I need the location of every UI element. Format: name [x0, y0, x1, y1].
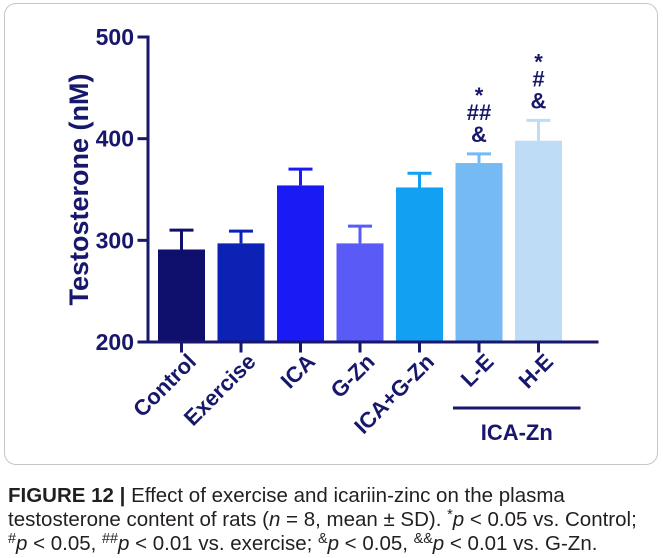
caption-text: testosterone content of rats (: [8, 508, 269, 531]
axes: Testosterone (nM): [64, 35, 599, 344]
significance-mark-l-e-2: ##: [467, 100, 491, 125]
y-tick-label-400: 400: [96, 126, 134, 152]
caption-italic-n: n: [268, 508, 281, 531]
error-bar-g-zn: [348, 224, 372, 244]
group-bracket: ICA-Zn: [453, 406, 581, 445]
bar-ica-g-zn: [396, 187, 443, 342]
y-tick-label-200: 200: [96, 329, 134, 355]
significance-mark-h-e-2: #: [532, 66, 544, 91]
bar-h-e: [515, 140, 562, 342]
caption-figure-label: FIGURE 12 |: [8, 484, 126, 507]
error-bar-exercise: [229, 229, 253, 244]
error-bar-h-e: [526, 118, 551, 141]
figure-frame: [4, 3, 658, 465]
error-bar-ica-g-zn: [407, 171, 432, 188]
error-bar-ica: [288, 167, 313, 186]
x-tick-label-l-e: L-E: [456, 349, 499, 392]
bars: [158, 140, 562, 342]
y-tick-label-500: 500: [96, 24, 134, 50]
caption-note-marker: ##: [102, 530, 119, 547]
caption-note-marker: &: [318, 530, 328, 547]
caption-italic-p: p: [432, 532, 445, 555]
caption-italic-p: p: [118, 532, 130, 555]
caption-italic-p: p: [452, 508, 465, 531]
bar-l-e: [455, 163, 503, 342]
group-label: ICA-Zn: [481, 420, 553, 445]
bar-control: [158, 249, 205, 342]
caption-note-text: < 0.05,: [338, 532, 414, 555]
y-axis-ticks: 200 300 400 500: [96, 24, 150, 355]
figure-caption: FIGURE 12 | Effect of exercise and icari…: [8, 484, 637, 556]
caption-note-text: < 0.05,: [27, 532, 103, 555]
caption-note-marker: *: [447, 506, 453, 523]
significance-mark-h-e-3: &: [531, 88, 547, 113]
caption-text: = 8, mean ± SD).: [280, 508, 448, 531]
x-tick-label-ica: ICA: [276, 349, 321, 394]
significance-mark-l-e-3: &: [471, 122, 487, 147]
error-bar-control: [169, 228, 194, 250]
significance-mark-l-e-1: *: [475, 83, 484, 108]
y-tick-label-300: 300: [96, 227, 134, 253]
caption-italic-p: p: [15, 532, 28, 555]
bar-g-zn: [336, 243, 384, 342]
x-tick-label-g-zn: G-Zn: [326, 349, 380, 403]
bar-ica: [277, 185, 324, 342]
bar-exercise: [217, 243, 265, 342]
error-bars: [169, 118, 551, 250]
significance-mark-h-e-1: *: [534, 49, 543, 74]
caption-note-marker: &&: [413, 530, 433, 547]
error-bar-l-e: [467, 152, 491, 164]
x-axis-ticks: [180, 340, 540, 353]
caption-text: Effect of exercise and icariin-zinc on t…: [125, 484, 565, 507]
caption-italic-p: p: [327, 532, 339, 555]
caption-note-marker: #: [8, 530, 16, 547]
caption-note-text: < 0.01 vs. G-Zn.: [444, 532, 598, 555]
y-axis-title: Testosterone (nM): [64, 73, 94, 305]
caption-note-text: < 0.05 vs. Control;: [464, 508, 637, 531]
x-tick-label-h-e: H-E: [514, 349, 558, 393]
caption-note-text: < 0.01 vs. exercise;: [129, 532, 318, 555]
significance-marks: *##&*#&: [467, 49, 547, 147]
